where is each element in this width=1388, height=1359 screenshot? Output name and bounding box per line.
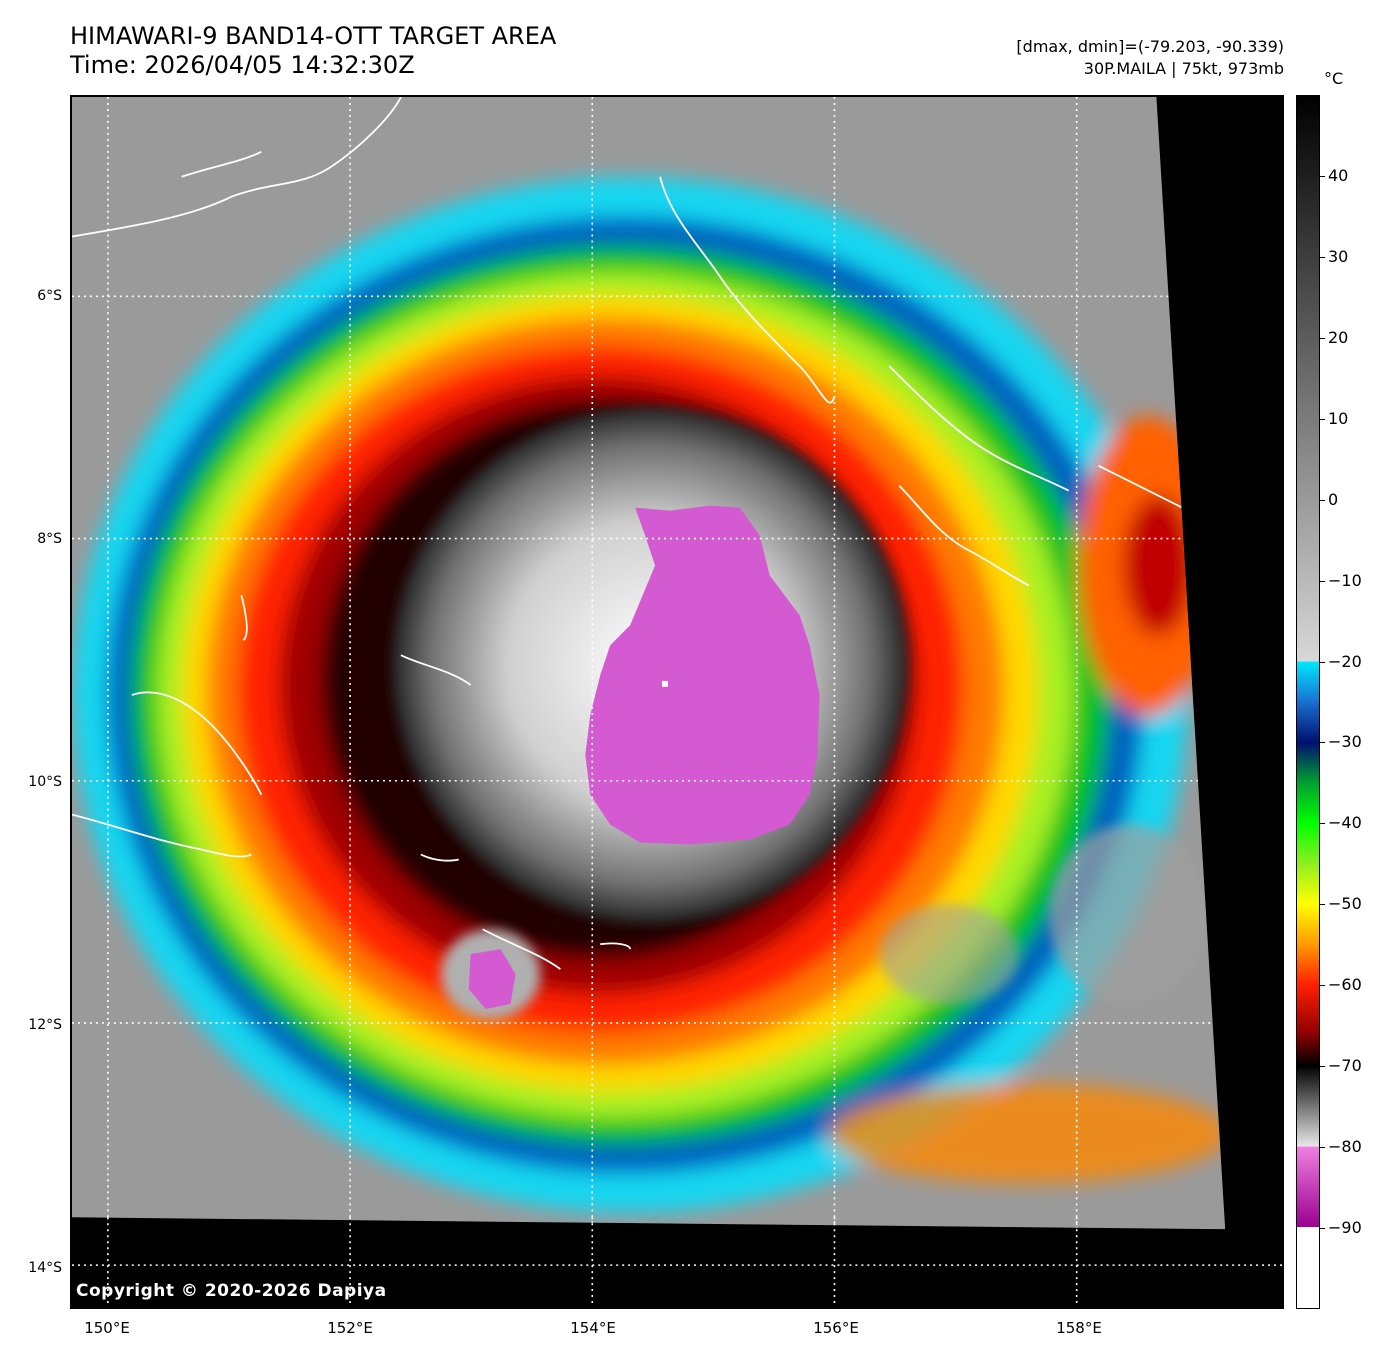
- colorbar-tick: [1320, 904, 1325, 906]
- lon-label-154e: 154°E: [570, 1319, 616, 1337]
- colorbar-unit: °C: [1324, 69, 1344, 88]
- lat-label-8s: 8°S: [37, 531, 62, 547]
- lon-label-156e: 156°E: [813, 1319, 859, 1337]
- colorbar-tick-label: −50: [1328, 894, 1362, 914]
- colorbar-tick: [1320, 742, 1325, 744]
- colorbar-tick: [1320, 418, 1325, 420]
- colorbar-tick: [1320, 1147, 1325, 1149]
- timestamp: Time: 2026/04/05 14:32:30Z: [70, 51, 415, 79]
- cold-cloud-top-region: [585, 505, 820, 845]
- lon-label-150e: 150°E: [84, 1319, 130, 1337]
- colorbar-tick-label: −20: [1328, 651, 1362, 671]
- lat-label-14s: 14°S: [28, 1260, 62, 1276]
- dmax-dmin-readout: [dmax, dmin]=(-79.203, -90.339): [1016, 37, 1284, 56]
- lat-label-12s: 12°S: [28, 1017, 62, 1033]
- colorbar-tick-label: −30: [1328, 732, 1362, 752]
- colorbar-tick-label: 10: [1328, 408, 1349, 428]
- satellite-map[interactable]: Copyright © 2020-2026 Dapiya: [70, 95, 1284, 1309]
- lon-label-158e: 158°E: [1056, 1319, 1102, 1337]
- temperature-colorbar: [1296, 95, 1320, 1309]
- lat-label-10s: 10°S: [28, 774, 62, 790]
- colorbar-tick-label: −90: [1328, 1218, 1362, 1238]
- colorbar-tick: [1320, 661, 1325, 663]
- colorbar-tick: [1320, 256, 1325, 258]
- colorbar-tick: [1320, 1066, 1325, 1068]
- storm-eye: [661, 680, 668, 687]
- colorbar-tick: [1320, 499, 1325, 501]
- map-title: HIMAWARI-9 BAND14-OTT TARGET AREA: [70, 22, 557, 50]
- colorbar-tick: [1320, 337, 1325, 339]
- colorbar-tick-label: −80: [1328, 1137, 1362, 1157]
- colorbar-tick-label: 0: [1328, 489, 1339, 509]
- colorbar-tick: [1320, 985, 1325, 987]
- copyright-notice: Copyright © 2020-2026 Dapiya: [76, 1281, 387, 1301]
- colorbar-tick: [1320, 175, 1325, 177]
- colorbar-tick-label: 40: [1328, 165, 1349, 185]
- colorbar-tick-label: −10: [1328, 570, 1362, 590]
- colorbar-tick-label: 20: [1328, 327, 1349, 347]
- graticule: [72, 97, 1226, 1230]
- colorbar-tick-label: −70: [1328, 1056, 1362, 1076]
- storm-info: 30P.MAILA | 75kt, 973mb: [1083, 59, 1284, 78]
- colorbar-tick-label: −60: [1328, 975, 1362, 995]
- colorbar-tick-label: 30: [1328, 246, 1349, 266]
- colorbar-tick: [1320, 1228, 1325, 1230]
- colorbar-tick-label: −40: [1328, 813, 1362, 833]
- colorbar-tick: [1320, 823, 1325, 825]
- lon-label-152e: 152°E: [327, 1319, 373, 1337]
- lat-label-6s: 6°S: [37, 288, 62, 304]
- colorbar-tick: [1320, 580, 1325, 582]
- satellite-imagery: [72, 97, 1282, 1307]
